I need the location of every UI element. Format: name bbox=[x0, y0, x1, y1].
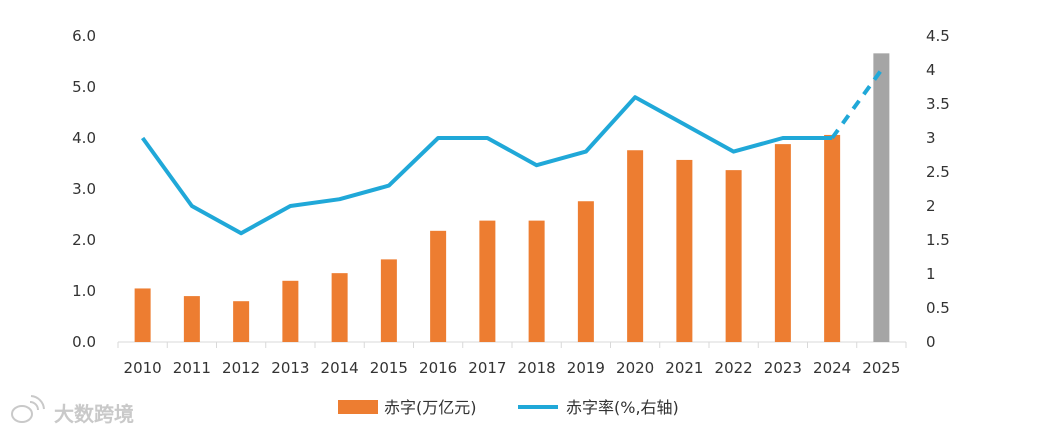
right-axis-ticks: 0 0.5 1 1.5 2 2.5 3 3.5 4 4.5 bbox=[926, 27, 950, 351]
right-tick-label: 3 bbox=[926, 129, 936, 147]
left-tick-label: 2.0 bbox=[72, 231, 96, 249]
bar bbox=[430, 230, 447, 342]
right-tick-label: 1 bbox=[926, 265, 936, 283]
right-tick-label: 4.5 bbox=[926, 27, 950, 45]
left-tick-label: 4.0 bbox=[72, 129, 96, 147]
bar bbox=[233, 301, 250, 342]
line-dashed-segment bbox=[830, 68, 883, 140]
right-tick-label: 2.5 bbox=[926, 163, 950, 181]
bar bbox=[873, 53, 890, 343]
right-tick-label: 4 bbox=[926, 61, 936, 79]
x-tick-label: 2013 bbox=[271, 359, 309, 377]
right-tick-label: 1.5 bbox=[926, 231, 950, 249]
watermark-text: 大数跨境 bbox=[54, 402, 134, 426]
left-tick-label: 1.0 bbox=[72, 282, 96, 300]
legend: 赤字(万亿元) 赤字率(%,右轴) bbox=[338, 398, 679, 417]
bar bbox=[331, 273, 348, 342]
line-series bbox=[141, 68, 883, 236]
bar bbox=[183, 296, 200, 342]
bar bbox=[725, 170, 742, 342]
right-tick-label: 0 bbox=[926, 333, 936, 351]
watermark: 大数跨境 bbox=[11, 395, 134, 426]
x-tick-label: 2023 bbox=[764, 359, 802, 377]
bar bbox=[134, 288, 151, 342]
bar bbox=[774, 144, 791, 342]
bar bbox=[627, 150, 644, 342]
x-axis-ticks: 2010 2011 2012 2013 2014 2015 2016 2017 2018 2019… bbox=[117, 342, 907, 377]
bar bbox=[824, 134, 841, 342]
bar bbox=[282, 280, 299, 342]
x-tick-label: 2015 bbox=[370, 359, 408, 377]
right-tick-label: 3.5 bbox=[926, 95, 950, 113]
left-tick-label: 0.0 bbox=[72, 333, 96, 351]
legend-bar-label: 赤字(万亿元) bbox=[384, 398, 477, 417]
x-tick-label: 2021 bbox=[665, 359, 703, 377]
line-path bbox=[141, 95, 833, 236]
right-tick-label: 0.5 bbox=[926, 299, 950, 317]
bar bbox=[479, 220, 496, 342]
x-tick-label: 2017 bbox=[468, 359, 506, 377]
x-tick-label: 2014 bbox=[321, 359, 359, 377]
left-axis-ticks: 0.0 1.0 2.0 3.0 4.0 5.0 6.0 bbox=[72, 27, 96, 351]
legend-bar-swatch bbox=[338, 400, 378, 414]
x-tick-label: 2018 bbox=[518, 359, 556, 377]
bar bbox=[528, 220, 545, 342]
x-tick-label: 2024 bbox=[813, 359, 851, 377]
x-tick-label: 2012 bbox=[222, 359, 260, 377]
legend-line-label: 赤字率(%,右轴) bbox=[566, 398, 679, 417]
left-tick-label: 3.0 bbox=[72, 180, 96, 198]
x-tick-label: 2010 bbox=[124, 359, 162, 377]
x-tick-label: 2019 bbox=[567, 359, 605, 377]
left-tick-label: 5.0 bbox=[72, 78, 96, 96]
right-tick-label: 2 bbox=[926, 197, 936, 215]
bar bbox=[380, 259, 397, 342]
bar-series bbox=[134, 53, 890, 343]
left-tick-label: 6.0 bbox=[72, 27, 96, 45]
x-tick-label: 2025 bbox=[862, 359, 900, 377]
x-tick-label: 2016 bbox=[419, 359, 457, 377]
x-tick-label: 2022 bbox=[715, 359, 753, 377]
bar bbox=[577, 201, 594, 342]
x-tick-label: 2011 bbox=[173, 359, 211, 377]
x-tick-label: 2020 bbox=[616, 359, 654, 377]
bar bbox=[676, 159, 693, 342]
weibo-logo-icon bbox=[11, 395, 45, 423]
